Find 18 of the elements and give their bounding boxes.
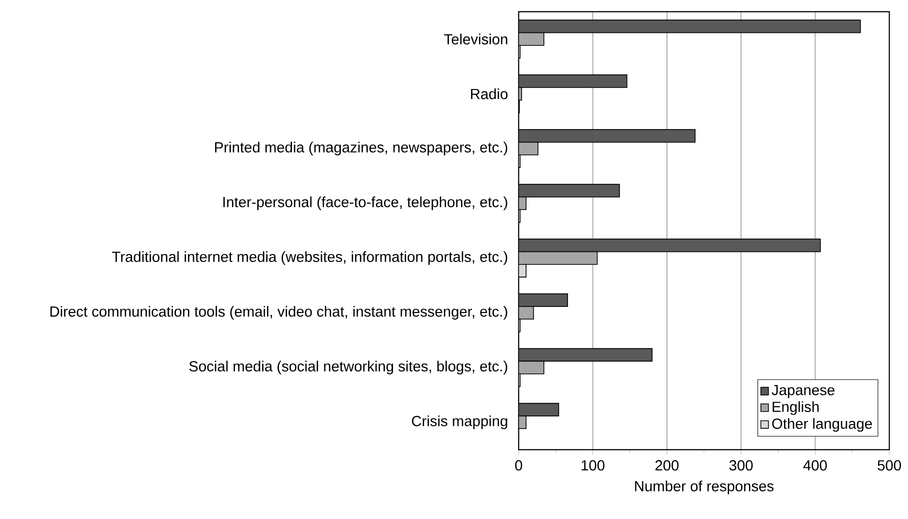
y-tick-label: Traditional internet media (websites, information portals, etc.) bbox=[112, 251, 508, 266]
y-tick-label: Social media (social networking sites, blogs, etc.) bbox=[189, 360, 508, 375]
x-tick-label: 300 bbox=[729, 460, 753, 471]
legend-label: English bbox=[772, 401, 819, 416]
x-tick-label: 0 bbox=[515, 460, 522, 471]
y-tick-label: Inter-personal (face-to-face, telephone, etc.) bbox=[223, 196, 508, 210]
x-tick-label: 100 bbox=[582, 460, 604, 471]
x-tick-label: 200 bbox=[655, 460, 679, 471]
legend-label: Japanese bbox=[772, 385, 834, 398]
x-tick-label: 400 bbox=[803, 460, 827, 471]
x-tick-label: 500 bbox=[878, 460, 901, 471]
y-tick-label: Crisis mapping bbox=[412, 416, 508, 430]
y-tick-label: Printed media (magazines, newspapers, etc.) bbox=[215, 142, 508, 156]
x-axis-title: Number of responses bbox=[635, 480, 774, 494]
legend-label: Other language bbox=[772, 418, 872, 432]
y-tick-label: Direct communication tools (email, video chat, instant messenger, etc.) bbox=[50, 306, 508, 320]
y-tick-label: Radio bbox=[471, 88, 508, 100]
y-tick-label: Television bbox=[444, 34, 508, 45]
